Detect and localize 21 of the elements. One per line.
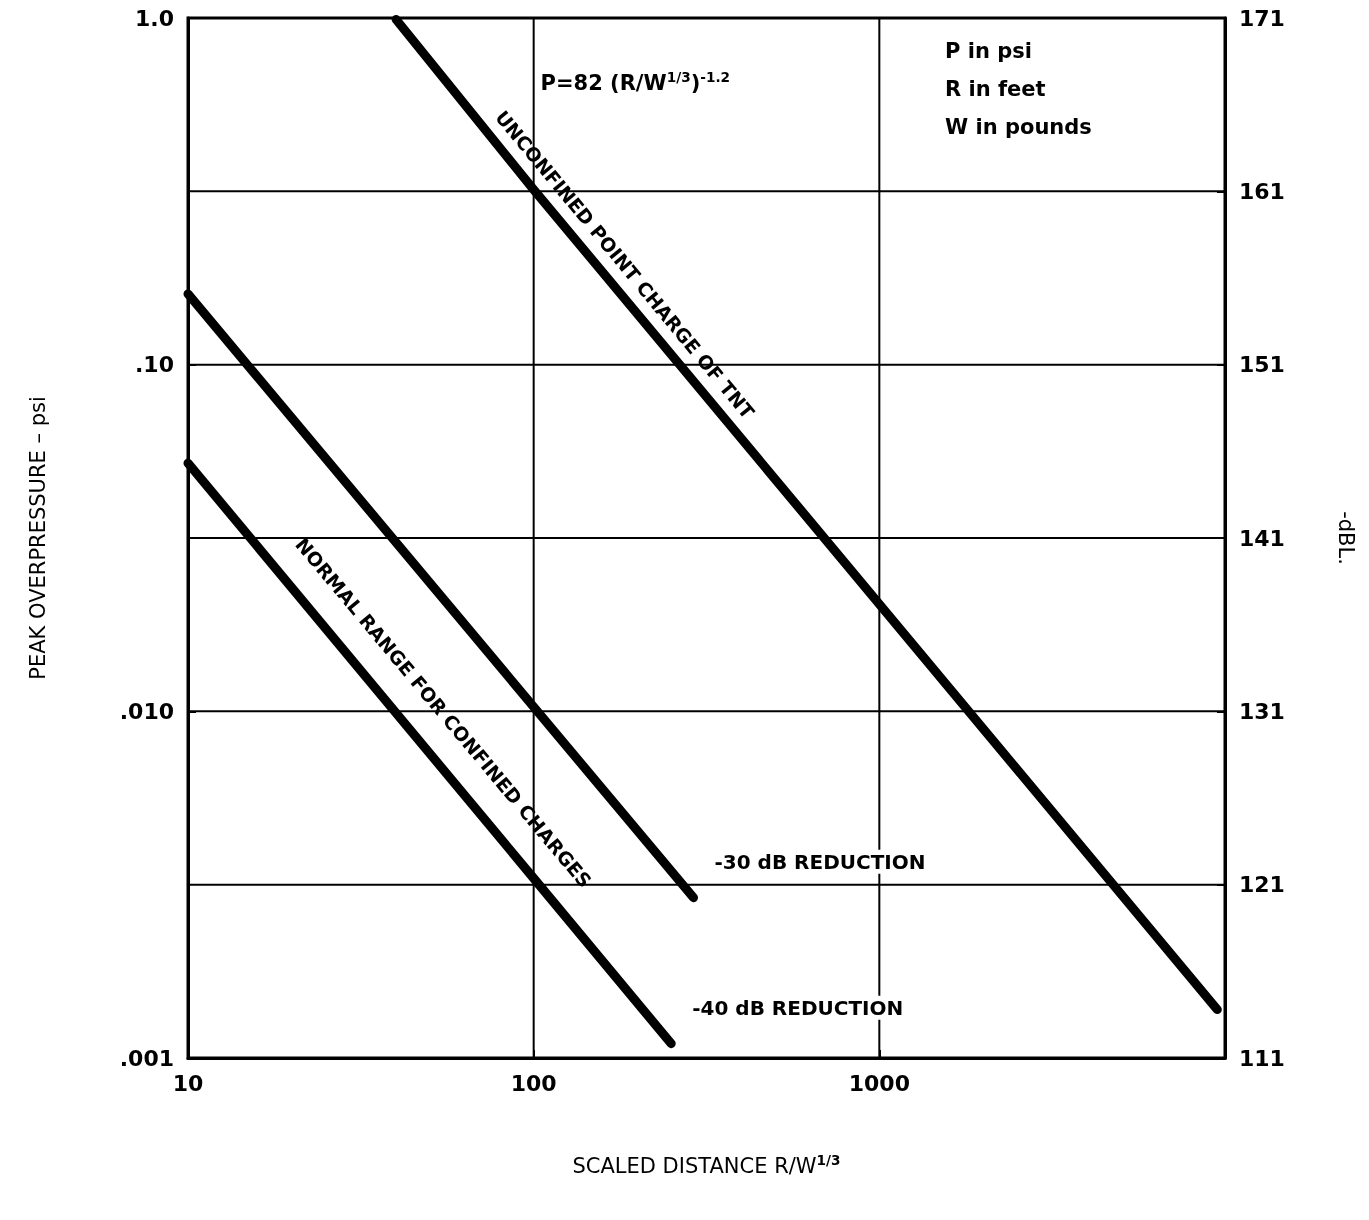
series-label: -40 dB REDUCTION xyxy=(692,995,904,1020)
annotation: R in feet xyxy=(945,77,1046,101)
y2-tick-label: 121 xyxy=(1239,872,1285,898)
annotation: P in psi xyxy=(945,39,1032,63)
y2-tick-label: 111 xyxy=(1239,1045,1285,1071)
y-tick-label: .001 xyxy=(119,1045,174,1071)
y2-axis-title: -dBL. xyxy=(1333,511,1358,565)
y-axis-title: PEAK OVERPRESSURE – psi xyxy=(25,396,50,680)
y2-tick-label: 131 xyxy=(1239,698,1285,724)
y2-tick-label: 171 xyxy=(1239,5,1285,31)
x-tick-label: 1000 xyxy=(848,1070,910,1096)
y2-tick-label: 141 xyxy=(1239,525,1285,551)
y2-tick-label: 161 xyxy=(1239,178,1285,204)
annotation: W in pounds xyxy=(945,115,1092,139)
y2-tick-label: 151 xyxy=(1239,352,1285,378)
series-label: -30 dB REDUCTION xyxy=(714,849,926,874)
y-tick-label: .010 xyxy=(119,698,174,724)
x-tick-label: 100 xyxy=(510,1070,557,1096)
x-tick-label: 10 xyxy=(172,1070,204,1096)
y-tick-label: .10 xyxy=(135,352,174,378)
y-tick-label: 1.0 xyxy=(135,5,174,31)
